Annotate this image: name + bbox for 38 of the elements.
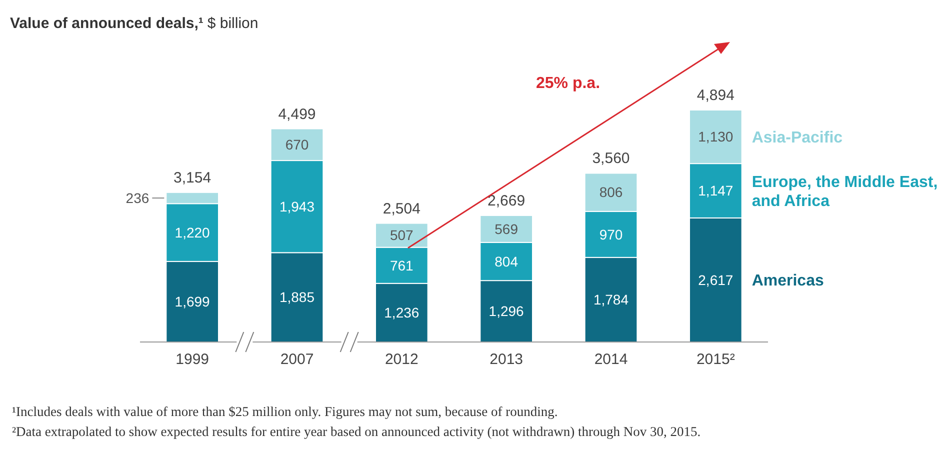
series-label: Americas	[752, 272, 824, 290]
data-label: 1,147	[698, 182, 734, 199]
data-label: 236	[126, 190, 150, 206]
text: 25% p.a.	[536, 75, 600, 92]
data-label: 1,699	[174, 294, 210, 310]
x-tick-label: 2013	[490, 351, 524, 368]
chart-subtitle: $ billion	[207, 15, 258, 32]
data-label: 1,296	[488, 303, 524, 320]
total-label: 3,560	[592, 150, 630, 168]
total-label: 2,504	[382, 200, 420, 218]
x-tick-label: 1999	[176, 351, 210, 368]
x-tick-label: 2014	[594, 351, 628, 368]
total-label: 4,894	[696, 87, 734, 104]
data-label: 804	[494, 253, 518, 270]
series-label: Asia-Pacific	[752, 129, 843, 146]
x-tick-label: 2015²	[696, 351, 735, 368]
text: ¹Includes deals with value of more than $25 million only. Figures may not sum, because of rounding.	[12, 404, 558, 419]
text: ²Data extrapolated to show expected results for entire year based on announced activity (not withdrawn) through Nov 30, 2015.	[12, 424, 701, 439]
data-label: 2,617	[698, 272, 734, 288]
data-label: 1,885	[279, 289, 315, 306]
x-tick-label: 2012	[384, 351, 418, 368]
total-label: 2,669	[488, 192, 526, 210]
data-label: 970	[599, 226, 623, 242]
data-label: 507	[390, 227, 414, 244]
data-label: 1,236	[384, 304, 420, 321]
x-tick-label: 2007	[280, 351, 314, 368]
total-label: 3,154	[174, 169, 212, 186]
total-label: 4,499	[278, 106, 316, 123]
series-label: Europe, the Middle East, and Africa	[752, 174, 938, 210]
data-label: 1,784	[593, 292, 629, 308]
data-label: 1,943	[279, 198, 315, 214]
data-label: 1,220	[174, 224, 210, 240]
chart-title: Value of announced deals,¹	[10, 15, 204, 32]
data-label: 569	[494, 220, 518, 237]
data-label: 670	[285, 136, 309, 153]
data-label: 806	[599, 184, 623, 200]
data-label: 1,130	[698, 128, 734, 145]
data-label: 761	[390, 257, 414, 274]
